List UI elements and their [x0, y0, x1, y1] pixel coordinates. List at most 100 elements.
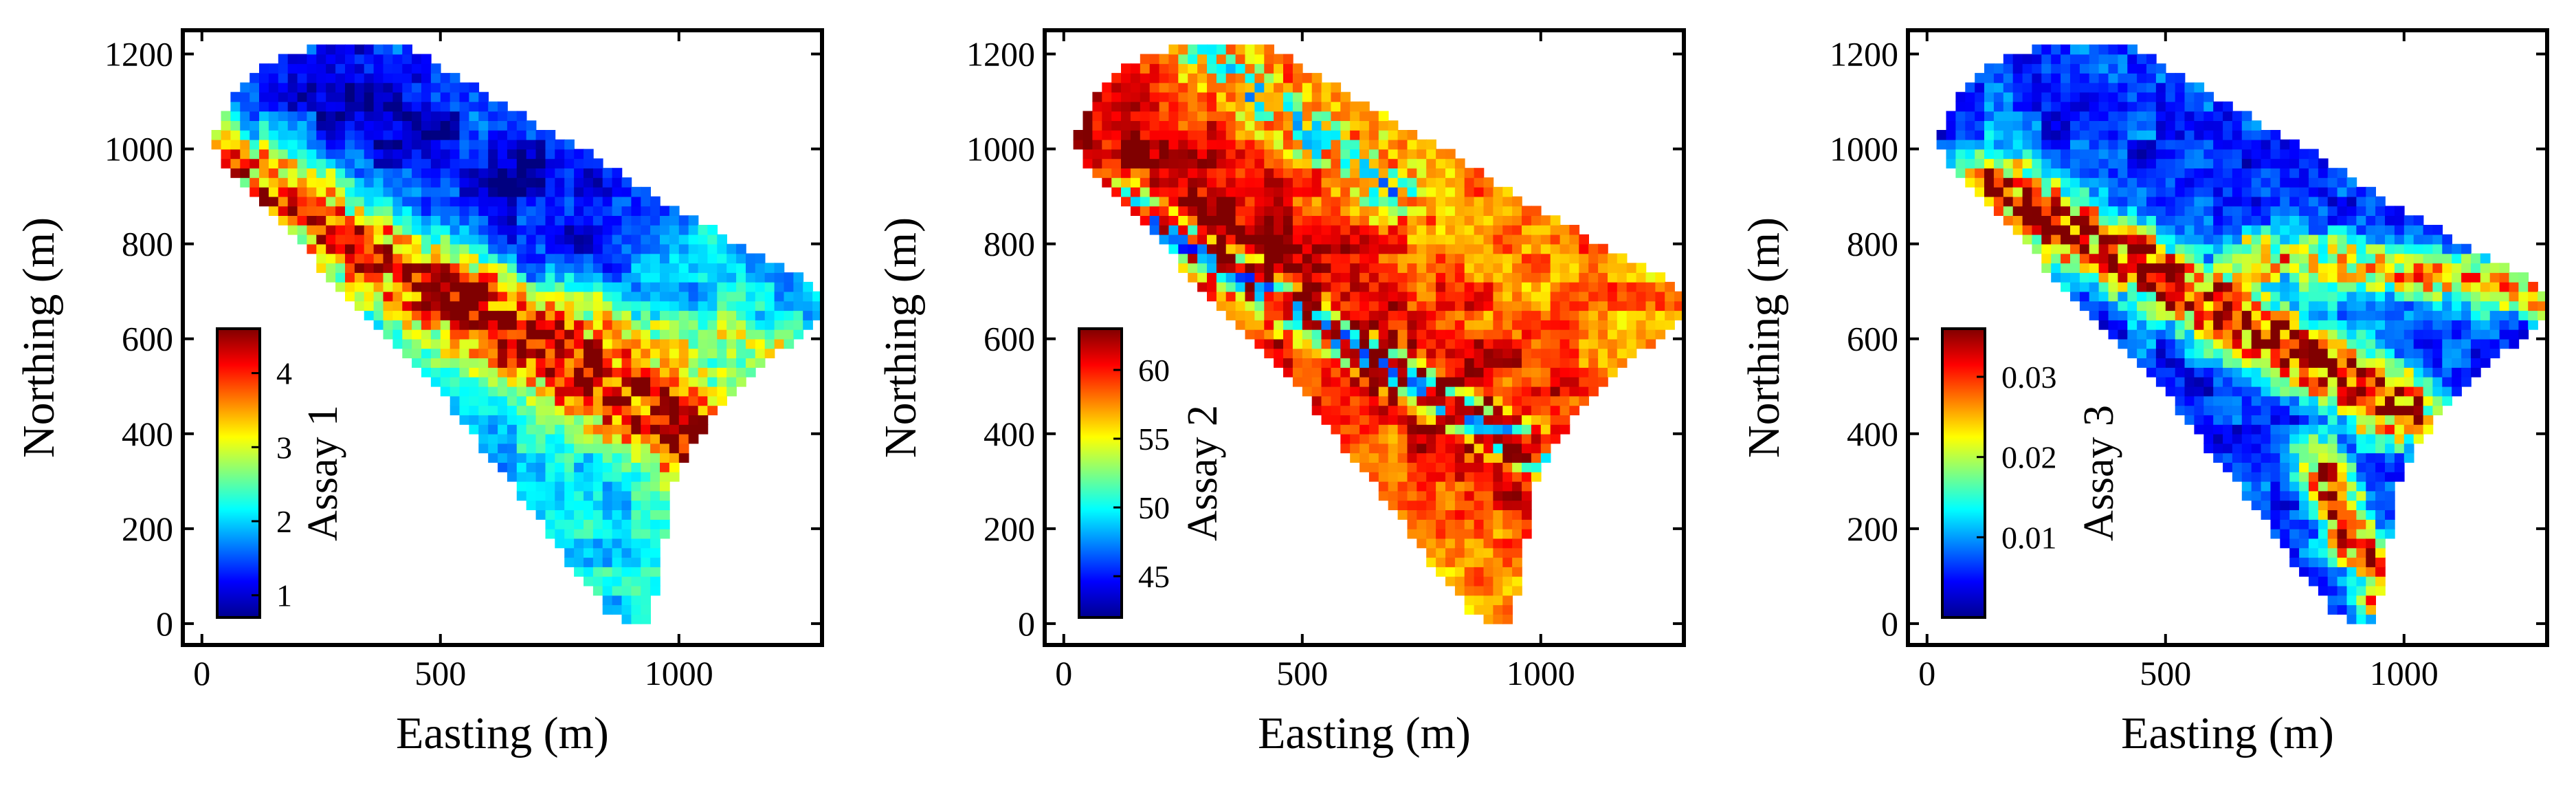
heatmap-cell: [1225, 63, 1236, 74]
heatmap-cell: [2232, 386, 2243, 397]
heatmap-cell: [774, 291, 785, 302]
heatmap-cell: [2127, 130, 2138, 140]
heatmap-cell: [1493, 481, 1504, 492]
heatmap-cell: [2241, 177, 2252, 188]
heatmap-cell: [2318, 386, 2329, 397]
heatmap-cell: [440, 320, 451, 330]
heatmap-cell: [2337, 510, 2348, 520]
heatmap-cell: [2203, 243, 2214, 254]
heatmap-cell: [2127, 310, 2138, 320]
heatmap-cell: [574, 253, 584, 264]
heatmap-cell: [2241, 253, 2252, 264]
heatmap-cell: [1292, 63, 1303, 74]
heatmap-cell: [584, 538, 594, 549]
heatmap-cell: [1350, 234, 1360, 245]
heatmap-cell: [259, 73, 269, 83]
heatmap-cell: [555, 462, 565, 472]
heatmap-cell: [1321, 291, 1332, 302]
heatmap-cell: [2223, 367, 2233, 377]
heatmap-cell: [1359, 243, 1370, 254]
heatmap-cell: [1417, 253, 1427, 264]
heatmap-cell: [2203, 272, 2214, 283]
heatmap-cell: [297, 120, 308, 131]
heatmap-cell: [574, 367, 584, 377]
heatmap-cell: [1368, 177, 1379, 188]
heatmap-cell: [1368, 300, 1379, 311]
heatmap-cell: [1235, 272, 1246, 283]
heatmap-cell: [1378, 348, 1389, 359]
heatmap-cell: [278, 196, 289, 207]
heatmap-cell: [2127, 320, 2138, 330]
heatmap-cell: [335, 73, 346, 83]
heatmap-cell: [736, 310, 746, 320]
heatmap-cell: [488, 329, 498, 340]
heatmap-cell: [2270, 358, 2281, 368]
heatmap-cell: [1559, 415, 1570, 425]
heatmap-cell: [440, 111, 451, 121]
heatmap-cell: [1149, 186, 1160, 197]
heatmap-cell: [1407, 472, 1418, 482]
heatmap-cell: [592, 547, 603, 558]
heatmap-cell: [1207, 82, 1217, 93]
heatmap-cell: [2146, 186, 2157, 197]
heatmap-cell: [726, 348, 737, 359]
heatmap-cell: [1445, 576, 1456, 587]
heatmap-cell: [641, 538, 651, 549]
heatmap-cell: [1493, 281, 1504, 292]
heatmap-cell: [2241, 490, 2252, 501]
heatmap-cell: [230, 158, 241, 168]
heatmap-cell: [2309, 272, 2319, 283]
heatmap-cell: [1617, 320, 1628, 330]
heatmap-cell: [364, 111, 375, 121]
heatmap-cell: [1531, 377, 1542, 387]
heatmap-cell: [1264, 291, 1274, 302]
heatmap-cell: [1254, 111, 1265, 121]
heatmap-cell: [2241, 329, 2252, 340]
heatmap-cell: [1140, 111, 1151, 121]
heatmap-cell: [1522, 253, 1532, 264]
heatmap-cell: [1254, 338, 1265, 349]
heatmap-cell: [2079, 82, 2090, 93]
heatmap-cell: [2022, 73, 2033, 83]
heatmap-cell: [2309, 300, 2319, 311]
heatmap-cell: [1522, 243, 1532, 254]
heatmap-cell: [2223, 158, 2233, 168]
heatmap-cell: [678, 234, 689, 245]
heatmap-cell: [488, 111, 498, 121]
heatmap-cell: [1388, 320, 1399, 330]
heatmap-cell: [2337, 291, 2348, 302]
heatmap-cell: [1550, 300, 1561, 311]
heatmap-cell: [1159, 101, 1170, 112]
heatmap-cell: [2175, 82, 2186, 93]
heatmap-cell: [2118, 73, 2129, 83]
heatmap-cell: [631, 528, 642, 539]
heatmap-cell: [2318, 472, 2329, 482]
heatmap-cell: [526, 338, 537, 349]
heatmap-cell: [1502, 415, 1513, 425]
heatmap-cell: [574, 149, 584, 160]
heatmap-cell: [2127, 329, 2138, 340]
heatmap-cell: [507, 386, 518, 397]
heatmap-cell: [1254, 82, 1265, 93]
heatmap-cell: [650, 348, 660, 359]
heatmap-cell: [1311, 215, 1322, 226]
heatmap-cell: [268, 168, 279, 178]
heatmap-cell: [1531, 338, 1542, 349]
heatmap-cell: [1579, 281, 1589, 292]
heatmap-cell: [526, 433, 537, 444]
heatmap-cell: [354, 272, 365, 283]
heatmap-cell: [1993, 101, 2004, 112]
heatmap-cell: [498, 338, 508, 349]
heatmap-cell: [545, 462, 556, 472]
heatmap-cell: [1188, 91, 1198, 102]
heatmap-cell: [2127, 348, 2138, 359]
heatmap-cell: [650, 358, 660, 368]
heatmap-cell: [1569, 320, 1580, 330]
heatmap-cell: [1407, 481, 1418, 492]
heatmap-cell: [1483, 595, 1494, 606]
heatmap-cell: [1502, 595, 1513, 606]
heatmap-cell: [459, 300, 470, 311]
heatmap-cell: [1512, 567, 1522, 577]
heatmap-cell: [2241, 196, 2252, 207]
heatmap-cell: [1531, 424, 1542, 435]
